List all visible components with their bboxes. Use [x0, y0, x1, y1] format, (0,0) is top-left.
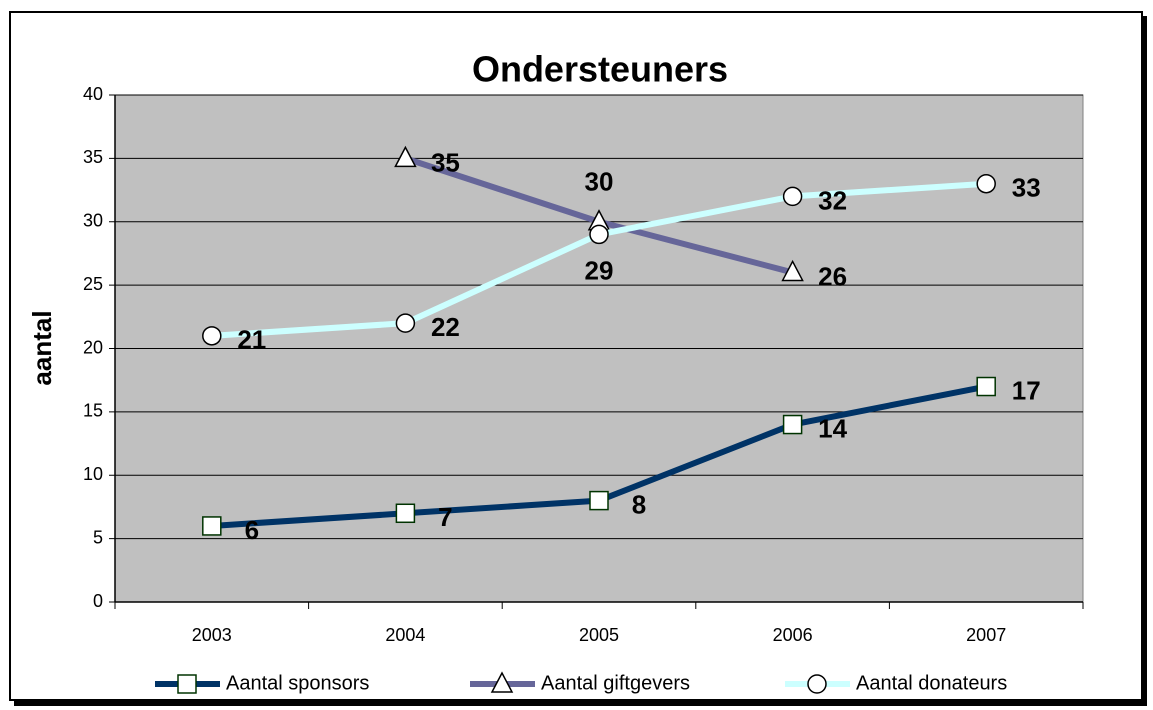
y-tick-label: 5	[93, 527, 103, 547]
legend-marker	[807, 674, 827, 694]
data-point	[202, 516, 222, 536]
data-point	[976, 376, 996, 397]
data-label: 21	[237, 325, 266, 355]
data-label: 7	[438, 502, 452, 532]
data-point	[976, 173, 996, 194]
legend-label: Aantal donateurs	[856, 672, 1007, 694]
data-point	[589, 224, 609, 245]
x-tick-label: 2004	[385, 625, 425, 645]
y-tick-label: 30	[83, 211, 103, 231]
data-point	[395, 313, 416, 333]
data-point	[589, 490, 609, 511]
data-label: 32	[818, 185, 847, 215]
data-label: 35	[431, 147, 460, 177]
y-tick-label: 10	[83, 464, 103, 484]
legend-label: Aantal giftgevers	[541, 672, 690, 694]
x-tick-label: 2003	[192, 625, 232, 645]
y-tick-label: 40	[83, 84, 103, 104]
data-point	[395, 503, 416, 524]
x-tick-label: 2005	[579, 625, 619, 645]
data-label: 26	[818, 261, 847, 291]
y-tick-label: 0	[93, 591, 103, 611]
data-point	[394, 145, 417, 168]
chart-title: Ondersteuners	[472, 49, 728, 90]
x-tick-label: 2007	[966, 625, 1006, 645]
y-tick-label: 15	[83, 401, 103, 421]
data-point	[202, 326, 222, 346]
y-tick-label: 35	[83, 147, 103, 167]
y-tick-label: 25	[83, 274, 103, 294]
data-label: 22	[431, 312, 460, 342]
data-label: 14	[818, 413, 847, 443]
data-label: 17	[1012, 375, 1041, 405]
data-label: 6	[245, 515, 259, 545]
data-label: 29	[585, 255, 614, 285]
data-label: 33	[1012, 173, 1041, 203]
legend-marker	[490, 671, 514, 693]
data-point	[782, 414, 803, 435]
legend-label: Aantal sponsors	[226, 672, 369, 694]
data-point	[782, 186, 803, 207]
data-label: 30	[585, 167, 614, 197]
x-tick-label: 2006	[773, 625, 813, 645]
legend-marker	[177, 674, 197, 694]
y-tick-label: 20	[83, 337, 103, 357]
data-label: 8	[632, 489, 646, 519]
y-axis-label: aantal	[27, 310, 57, 385]
data-point	[781, 259, 804, 282]
